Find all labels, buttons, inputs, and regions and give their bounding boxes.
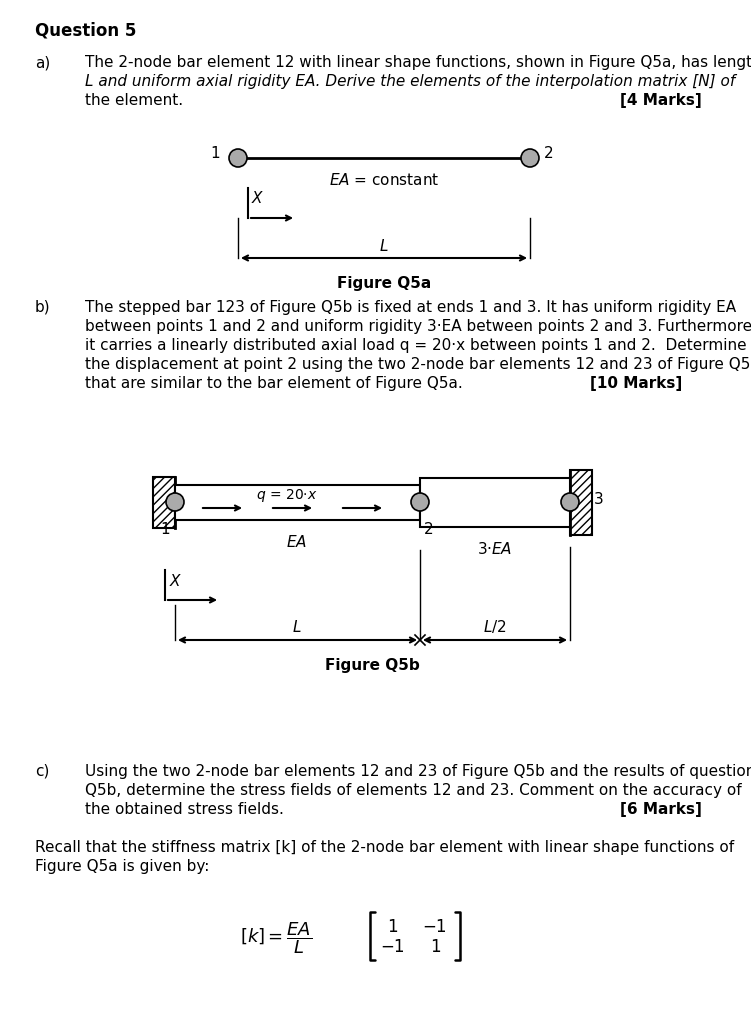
Text: The 2-node bar element 12 with linear shape functions, shown in Figure Q5a, has : The 2-node bar element 12 with linear sh… [85, 55, 751, 70]
Text: $q$ = 20·$x$: $q$ = 20·$x$ [256, 487, 318, 504]
Text: [6 Marks]: [6 Marks] [620, 802, 702, 817]
Text: b): b) [35, 300, 50, 315]
Text: $[k] = \dfrac{EA}{L}$: $[k] = \dfrac{EA}{L}$ [240, 920, 312, 955]
Circle shape [561, 493, 579, 511]
Text: 2: 2 [544, 146, 553, 162]
Text: Figure Q5a: Figure Q5a [337, 276, 431, 291]
Text: $L$: $L$ [292, 618, 302, 635]
Text: 3·$EA$: 3·$EA$ [478, 541, 512, 557]
Text: $X$: $X$ [169, 573, 182, 589]
Circle shape [166, 493, 184, 511]
Text: 1: 1 [430, 938, 440, 956]
Bar [153, 477, 175, 528]
Text: $L$: $L$ [379, 238, 389, 254]
Text: $EA$: $EA$ [286, 534, 307, 550]
Circle shape [411, 493, 429, 511]
Bar [570, 470, 592, 535]
Text: Figure Q5b: Figure Q5b [324, 658, 419, 673]
Text: the displacement at point 2 using the two 2-node bar elements 12 and 23 of Figur: the displacement at point 2 using the tw… [85, 357, 751, 372]
Text: 1: 1 [387, 918, 397, 936]
Text: between points 1 and 2 and uniform rigidity 3·EA between points 2 and 3. Further: between points 1 and 2 and uniform rigid… [85, 319, 751, 334]
Text: 1: 1 [161, 522, 170, 537]
Text: the element.: the element. [85, 93, 183, 108]
Text: the obtained stress fields.: the obtained stress fields. [85, 802, 284, 817]
Circle shape [521, 150, 539, 167]
Text: 2: 2 [424, 522, 433, 537]
Text: The stepped bar 123 of Figure Q5b is fixed at ends 1 and 3. It has uniform rigid: The stepped bar 123 of Figure Q5b is fix… [85, 300, 736, 315]
Bar [420, 478, 570, 527]
Text: [10 Marks]: [10 Marks] [590, 376, 682, 391]
Text: Recall that the stiffness matrix [k] of the 2-node bar element with linear shape: Recall that the stiffness matrix [k] of … [35, 840, 734, 855]
Text: Question 5: Question 5 [35, 22, 137, 40]
Text: Q5b, determine the stress fields of elements 12 and 23. Comment on the accuracy : Q5b, determine the stress fields of elem… [85, 783, 742, 798]
Text: −1: −1 [380, 938, 404, 956]
Text: $L$/2: $L$/2 [484, 618, 507, 635]
Text: c): c) [35, 764, 50, 779]
Text: 1: 1 [210, 146, 220, 162]
Text: it carries a linearly distributed axial load q = 20·x between points 1 and 2.  D: it carries a linearly distributed axial … [85, 338, 746, 353]
Text: −1: −1 [423, 918, 448, 936]
Text: $EA$ = constant: $EA$ = constant [329, 172, 439, 188]
Text: L and uniform axial rigidity EA. Derive the elements of the interpolation matrix: L and uniform axial rigidity EA. Derive … [85, 74, 735, 89]
Bar [175, 485, 420, 520]
Text: Using the two 2-node bar elements 12 and 23 of Figure Q5b and the results of que: Using the two 2-node bar elements 12 and… [85, 764, 751, 779]
Text: Figure Q5a is given by:: Figure Q5a is given by: [35, 859, 210, 874]
Text: $X$: $X$ [251, 190, 264, 206]
Text: a): a) [35, 55, 50, 70]
Circle shape [229, 150, 247, 167]
Text: 3: 3 [594, 492, 604, 507]
Text: that are similar to the bar element of Figure Q5a.: that are similar to the bar element of F… [85, 376, 463, 391]
Text: [4 Marks]: [4 Marks] [620, 93, 701, 108]
